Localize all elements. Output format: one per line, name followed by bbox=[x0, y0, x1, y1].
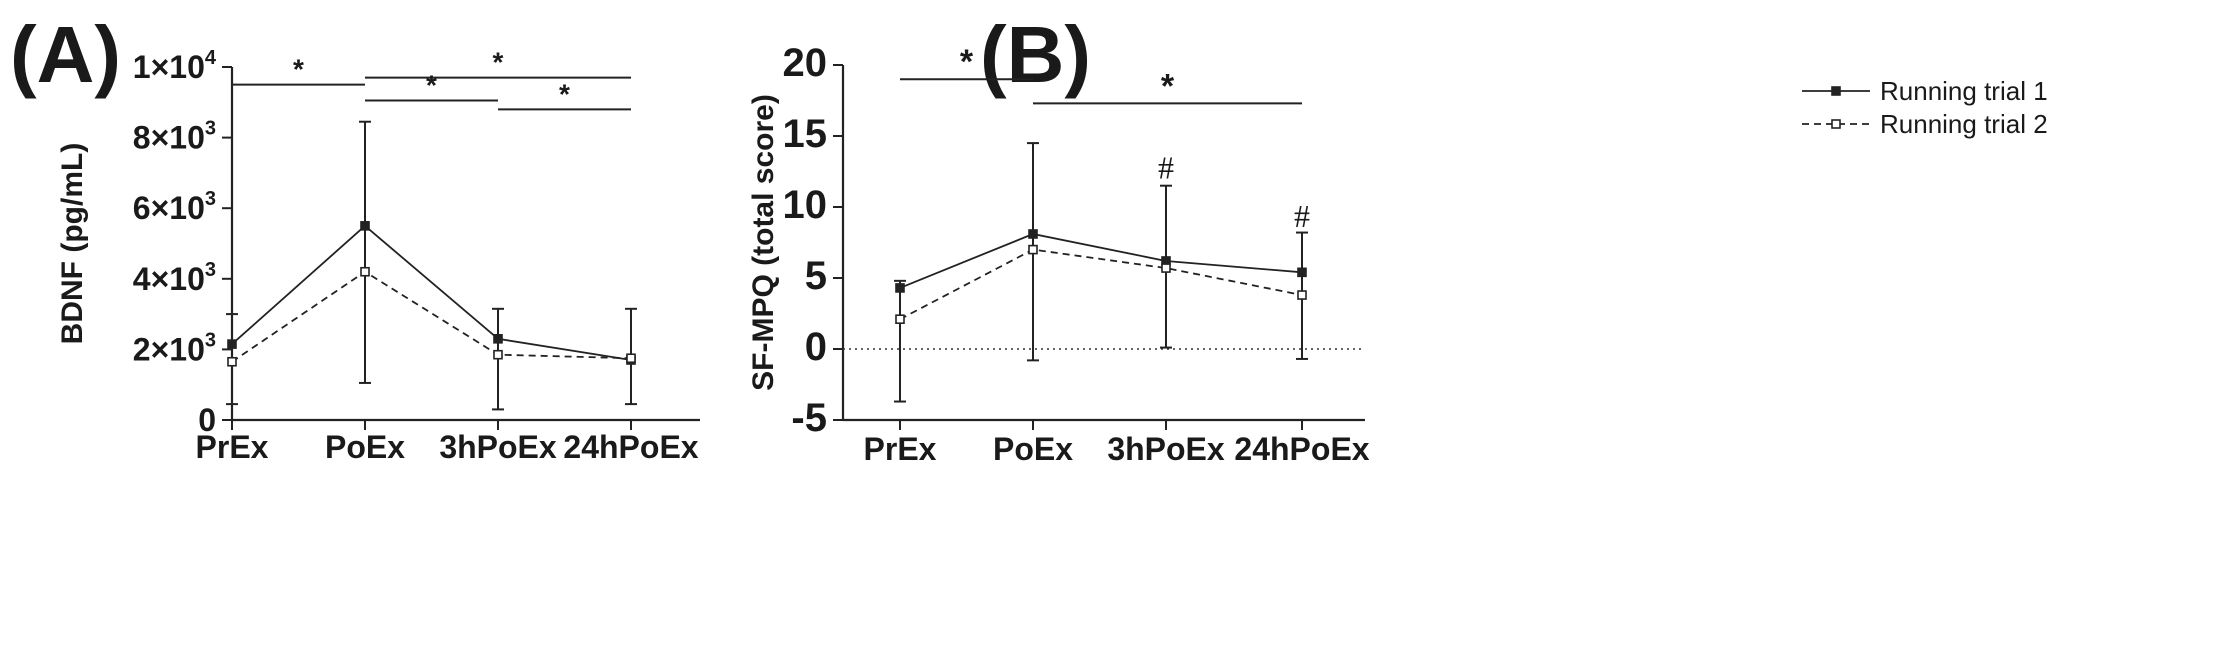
chart-panel-b: (B) -5 0 5 10 15 20 PrEx PoEx 3hPoEx 24hPoEx SF-MP… bbox=[747, 10, 2048, 467]
legend-label-2: Running trial 2 bbox=[1880, 109, 2048, 139]
chart-panel-a: (A) 0 2×103 4×103 6×103 8×103 1×104 PrEx PoEx 3h… bbox=[10, 10, 700, 465]
significance-label: * bbox=[960, 43, 974, 81]
annotation-label: # bbox=[1158, 150, 1174, 186]
legend-marker-1 bbox=[1831, 86, 1841, 96]
data-point-2 bbox=[227, 356, 237, 367]
y-tick-label: 0 bbox=[198, 402, 216, 438]
y-tick-label: 4×103 bbox=[133, 259, 216, 297]
data-point-1 bbox=[1028, 229, 1038, 239]
y-tick-label: -5 bbox=[791, 396, 827, 440]
data-point-2 bbox=[626, 353, 636, 364]
series-line-1 bbox=[231, 224, 632, 361]
legend-marker-2 bbox=[1831, 119, 1841, 129]
significance-label: * bbox=[293, 54, 304, 85]
significance-label: * bbox=[559, 78, 570, 109]
x-tick-label: PoEx bbox=[325, 429, 405, 465]
annotation-label: # bbox=[1294, 198, 1310, 234]
series-line-1 bbox=[899, 233, 1303, 289]
y-tick-label: 6×103 bbox=[133, 188, 216, 226]
data-point-1 bbox=[360, 221, 370, 231]
y-tick-label: 20 bbox=[783, 41, 828, 85]
significance-label: * bbox=[426, 70, 437, 101]
x-tick-label: 3hPoEx bbox=[439, 429, 557, 465]
y-axis-title: SF-MPQ (total score) bbox=[747, 94, 780, 391]
series-line-2 bbox=[899, 248, 1303, 320]
data-point-2 bbox=[360, 266, 370, 277]
data-point-2 bbox=[493, 349, 503, 360]
y-tick-label: 8×103 bbox=[133, 118, 216, 156]
y-tick-label: 15 bbox=[783, 112, 828, 156]
x-tick-label: PoEx bbox=[993, 431, 1073, 467]
y-tick-label: 5 bbox=[805, 254, 827, 298]
y-axis-title: BDNF (pg/mL) bbox=[56, 143, 89, 345]
data-point-2 bbox=[1161, 263, 1171, 273]
x-tick-label: 24hPoEx bbox=[563, 429, 698, 465]
data-point-1 bbox=[227, 339, 237, 349]
data-point-1 bbox=[1297, 267, 1307, 278]
data-point-2 bbox=[1297, 290, 1307, 300]
data-point-2 bbox=[895, 314, 905, 324]
data-point-2 bbox=[1028, 244, 1038, 255]
data-point-1 bbox=[895, 283, 905, 293]
series-line-2 bbox=[231, 270, 632, 363]
panel-label-b: (B) bbox=[980, 10, 1091, 99]
y-tick-label: 10 bbox=[783, 183, 828, 227]
x-tick-label: 24hPoEx bbox=[1234, 431, 1369, 467]
x-tick-label: PrEx bbox=[864, 431, 937, 467]
y-tick-label: 2×103 bbox=[133, 329, 216, 367]
panel-label-a: (A) bbox=[10, 10, 121, 99]
significance-label: * bbox=[493, 47, 504, 78]
y-tick-label: 0 bbox=[805, 325, 827, 369]
significance-label: * bbox=[1161, 67, 1175, 105]
x-tick-label: PrEx bbox=[196, 429, 269, 465]
legend-label-1: Running trial 1 bbox=[1880, 76, 2048, 106]
y-tick-label: 1×104 bbox=[133, 47, 217, 85]
data-point-1 bbox=[493, 334, 503, 344]
x-tick-label: 3hPoEx bbox=[1107, 431, 1225, 467]
